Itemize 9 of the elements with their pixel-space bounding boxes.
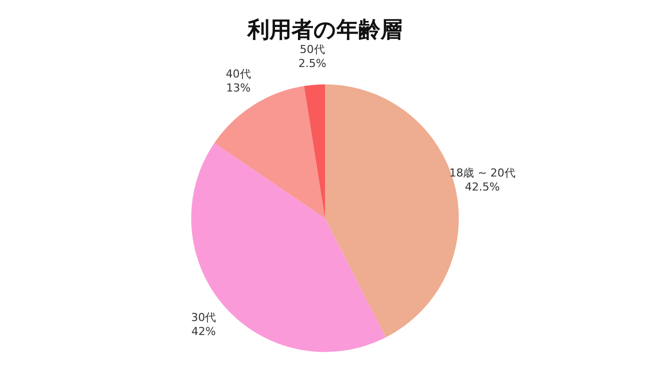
slice-label: 18歳 ~ 20代	[449, 166, 516, 180]
data-label: 42%	[191, 325, 216, 338]
chart-title: 利用者の年齢層	[246, 18, 402, 43]
slice-label: 50代	[300, 42, 325, 56]
slice-label: 40代	[226, 67, 251, 80]
data-label: 13%	[226, 81, 251, 94]
slice-label: 30代	[191, 311, 216, 324]
data-label: 2.5%	[298, 56, 326, 70]
data-label: 42.5%	[464, 180, 500, 194]
